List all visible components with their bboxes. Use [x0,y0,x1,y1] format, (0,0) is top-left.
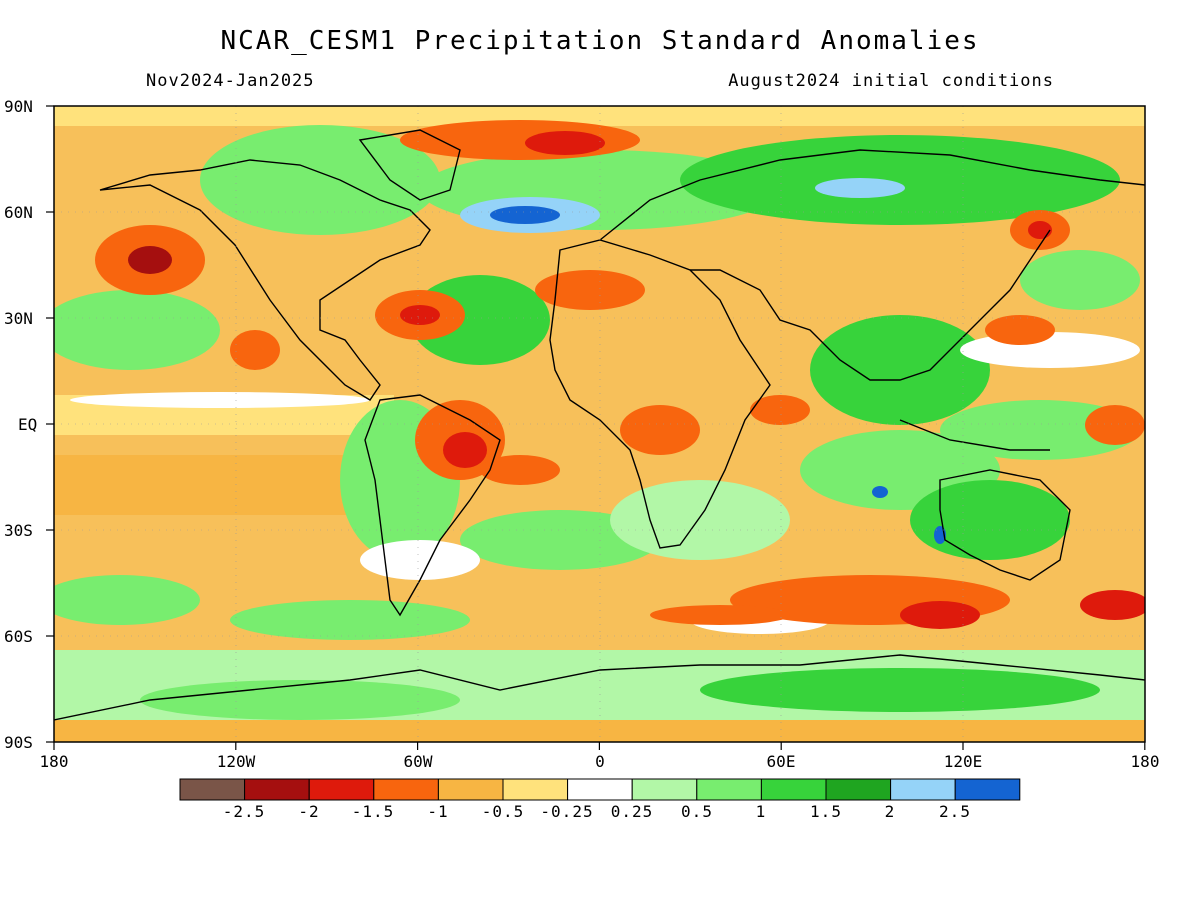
forecast-period: Nov2024-Jan2025 [146,71,315,91]
colorbar-label: -0.5 [481,802,525,821]
gridlines [54,106,1145,742]
lon-label-60w: 60W [403,752,433,771]
colorbar-swatch [308,778,375,801]
colorbar-swatch [437,778,504,801]
colorbar-swatch [696,778,762,801]
colorbar-label: 2 [884,802,896,821]
lat-label-30n: 30N [4,309,33,328]
colorbar-label: 1.5 [810,802,842,821]
chart-title: NCAR_CESM1 Precipitation Standard Anomal… [220,26,980,56]
colorbar-swatch [825,778,892,801]
lat-label-60n: 60N [4,203,33,222]
anomaly-field [54,106,1145,742]
colorbar-swatch [567,778,633,801]
colorbar [179,778,1021,801]
initial-conditions: August2024 initial conditions [728,71,1054,91]
colorbar-swatch [760,778,827,801]
colorbar-label: -2 [298,802,320,821]
lat-label-eq: EQ [18,415,38,434]
lon-label-180e: 180 [1130,752,1160,771]
lat-label-60s: 60S [4,627,33,646]
lon-label-120e: 120E [943,752,983,771]
colorbar-label: 0.25 [610,802,654,821]
colorbar-label: 1 [755,802,767,821]
lon-label-0: 0 [595,752,605,771]
colorbar-label: 2.5 [939,802,971,821]
colorbar-label: -0.25 [540,802,594,821]
colorbar-label: -1.5 [351,802,395,821]
colorbar-label: -2.5 [222,802,266,821]
colorbar-label: -1 [427,802,449,821]
colorbar-swatch [179,778,246,801]
lon-label-120w: 120W [216,752,256,771]
colorbar-swatch [502,778,569,801]
lat-label-90n: 90N [4,97,33,116]
colorbar-swatch [954,778,1021,801]
colorbar-label: 0.5 [681,802,713,821]
lat-label-30s: 30S [4,521,33,540]
coastlines [54,129,1145,721]
lon-label-60e: 60E [766,752,796,771]
lon-label-180w: 180 [39,752,69,771]
colorbar-swatch [244,778,310,801]
colorbar-swatch [890,778,956,801]
lat-label-90s: 90S [4,733,33,752]
axis-ticks [46,105,1146,750]
colorbar-swatch [373,778,439,801]
colorbar-swatch [631,778,698,801]
